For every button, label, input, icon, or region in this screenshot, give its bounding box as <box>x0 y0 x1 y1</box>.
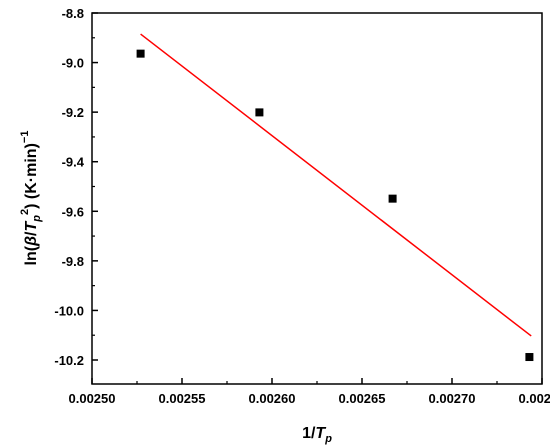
x-axis: 0.00250 0.00255 0.00260 0.00265 0.00270 0.002… <box>69 378 550 406</box>
y-tick-label: -8.8 <box>62 6 84 21</box>
y-tick-label: -9.0 <box>62 56 84 71</box>
x-tick-label: 0.00265 <box>339 391 386 406</box>
y-tick-label: -10.2 <box>54 353 84 368</box>
x-tick-label: 0.00260 <box>249 391 296 406</box>
fit-line <box>140 33 532 337</box>
x-tick-label: 0.00275 <box>519 391 550 406</box>
x-tick-label: 0.00250 <box>69 391 116 406</box>
x-tick-label: 0.00255 <box>159 391 206 406</box>
y-axis-title: ln(β/Tp2) (K·min)−1 <box>19 131 43 266</box>
data-point <box>525 353 534 362</box>
y-tick-label: -9.4 <box>62 155 85 170</box>
x-tick-label: 0.00270 <box>429 391 476 406</box>
plot-frame <box>91 12 543 385</box>
y-tick-label: -9.2 <box>62 105 84 120</box>
y-tick-label: -10.0 <box>54 303 84 318</box>
data-points <box>136 49 534 362</box>
y-axis: -8.8 -9.0 -9.2 -9.4 -9.6 -9.8 -10.0 -10.2 <box>54 6 98 368</box>
x-axis-title: 1/Tp <box>302 425 332 445</box>
data-point <box>388 194 397 203</box>
data-point <box>255 108 264 117</box>
y-tick-label: -9.8 <box>62 254 84 269</box>
data-point <box>136 49 145 58</box>
y-tick-label: -9.6 <box>62 204 84 219</box>
